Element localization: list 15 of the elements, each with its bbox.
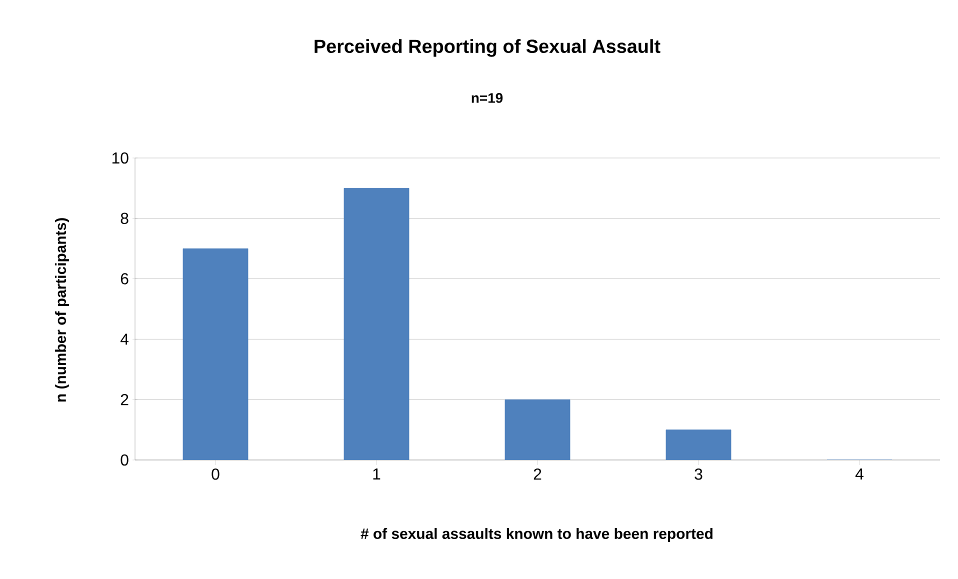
chart-title: Perceived Reporting of Sexual Assault [314,39,660,57]
y-tick-label: 6 [120,273,128,284]
chart-subtitle: n=19 [472,93,503,103]
x-tick-label: 1 [373,468,380,480]
y-tick-label: 2 [120,394,128,406]
y-tick-label: 4 [120,334,129,345]
y-tick-label: 0 [120,454,128,466]
x-tick-label: 4 [855,468,864,480]
x-tick-label: 3 [694,468,702,480]
x-tick-label: 2 [534,468,542,480]
x-tick-label: 0 [212,468,220,480]
y-tick-label: 8 [120,212,128,224]
y-tick-label: 10 [112,152,128,164]
y-axis-title: n (number of participants) [55,218,69,402]
x-axis-title: # of sexual assaults known to have been reported [360,528,712,542]
